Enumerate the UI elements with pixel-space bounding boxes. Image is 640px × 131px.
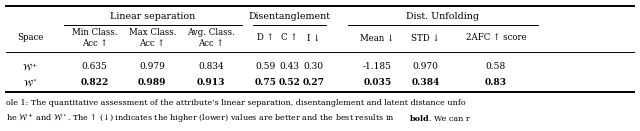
Text: ole 1: The quantitative assessment of the attribute’s linear separation, disenta: ole 1: The quantitative assessment of th… [6,99,466,108]
Text: Acc ↑: Acc ↑ [140,39,165,48]
Text: $\mathcal{W}^\star$: $\mathcal{W}^\star$ [23,77,38,88]
Text: Linear separation: Linear separation [110,12,196,21]
Text: 0.970: 0.970 [413,62,438,71]
Text: Dist. Unfolding: Dist. Unfolding [406,12,479,21]
Text: Space: Space [17,34,44,42]
Text: bold: bold [410,114,430,123]
Text: -1.185: -1.185 [363,62,392,71]
Text: $\mathcal{W}^+$: $\mathcal{W}^+$ [22,61,39,73]
Text: 0.75: 0.75 [255,78,276,87]
Text: he $\mathcal{W}^+$ and $\mathcal{W}^\star$. The ↑ (↓) indicates the higher (lowe: he $\mathcal{W}^+$ and $\mathcal{W}^\sta… [6,112,395,125]
Text: 0.913: 0.913 [197,78,225,87]
Text: 0.979: 0.979 [140,62,165,71]
Text: 0.58: 0.58 [486,62,506,71]
Text: 0.384: 0.384 [412,78,440,87]
Text: Acc ↑: Acc ↑ [82,39,108,48]
Text: Avg. Class.: Avg. Class. [188,28,235,37]
Text: 0.83: 0.83 [485,78,507,87]
Text: Mean ↓: Mean ↓ [360,34,395,42]
Text: 0.52: 0.52 [278,78,300,87]
Text: STD ↓: STD ↓ [412,34,440,42]
Text: 0.27: 0.27 [303,78,324,87]
Text: . We can r: . We can r [429,114,470,123]
Text: 0.30: 0.30 [303,62,324,71]
Text: 0.035: 0.035 [364,78,392,87]
Text: D ↑: D ↑ [257,34,274,42]
Text: 0.822: 0.822 [81,78,109,87]
Text: 0.989: 0.989 [138,78,166,87]
Text: 2AFC ↑ score: 2AFC ↑ score [466,34,526,42]
Text: 0.43: 0.43 [279,62,300,71]
Text: 0.635: 0.635 [82,62,108,71]
Text: Max Class.: Max Class. [129,28,176,37]
Text: Min Class.: Min Class. [72,28,118,37]
Text: Disentanglement: Disentanglement [248,12,331,21]
Text: Acc ↑: Acc ↑ [198,39,224,48]
Text: 0.834: 0.834 [198,62,224,71]
Text: I ↓: I ↓ [307,34,320,42]
Text: C ↑: C ↑ [281,34,298,42]
Text: 0.59: 0.59 [255,62,276,71]
